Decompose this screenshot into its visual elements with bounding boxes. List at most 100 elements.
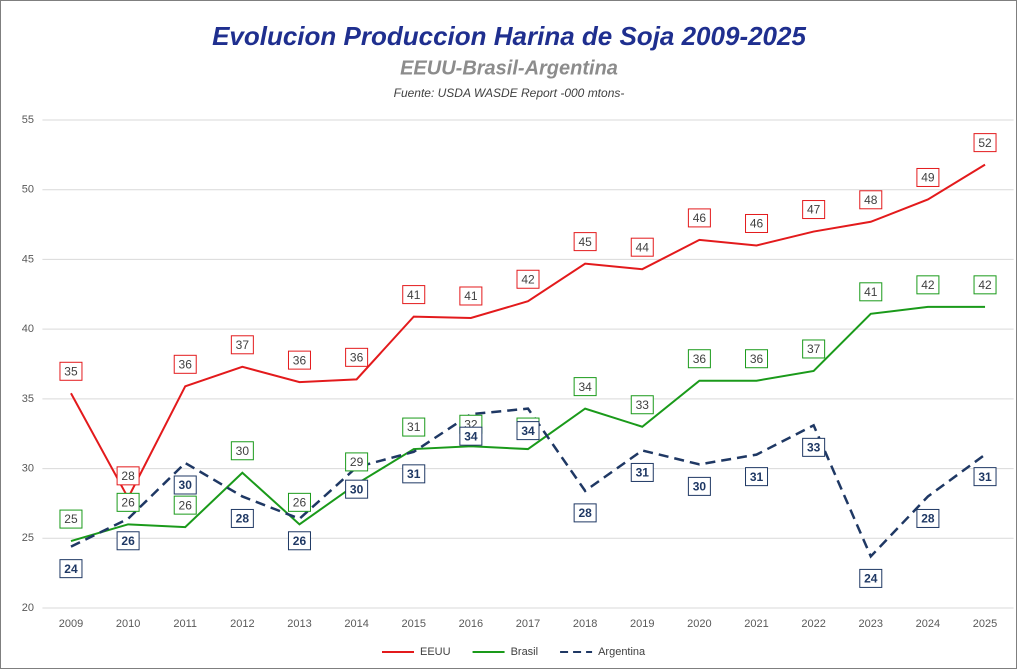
x-tick-label: 2020 [687,618,711,630]
data-label-box [59,361,83,381]
data-label-box [630,462,654,482]
data-label-box [116,492,140,512]
data-label-box [173,495,197,515]
x-tick-label: 2012 [230,618,254,630]
data-label: 36 [693,352,707,366]
data-label-box [230,508,254,528]
data-label-box [59,509,83,529]
x-tick-label: 2010 [116,618,140,630]
data-label: 42 [521,272,535,286]
data-label-box [973,275,997,295]
data-label: 26 [121,534,135,548]
y-tick-label: 50 [22,184,34,196]
data-label: 41 [864,285,878,299]
x-tick-label: 2024 [916,618,940,630]
data-label-box [573,232,597,252]
data-label: 34 [521,424,535,438]
data-label-box [516,421,540,441]
data-label-box [173,354,197,374]
data-label: 26 [179,498,193,512]
chart-subtitle: EEUU-Brasil-Argentina [400,57,618,79]
data-label-box [459,426,483,446]
data-label: 45 [578,235,592,249]
legend-label: EEUU [420,646,451,658]
data-label: 31 [750,470,764,484]
data-label: 24 [64,562,78,576]
data-label: 37 [236,338,250,352]
x-tick-label: 2025 [973,618,997,630]
data-label: 36 [350,351,364,365]
data-label-box [859,568,883,588]
data-label: 28 [578,506,592,520]
data-label: 36 [179,357,193,371]
data-label-box [745,349,769,369]
x-tick-label: 2014 [344,618,368,630]
data-label-box [116,466,140,486]
x-tick-label: 2018 [573,618,597,630]
data-label-box [287,492,311,512]
data-label: 41 [464,289,478,303]
data-label-box [402,285,426,305]
data-label: 42 [921,278,935,292]
data-label-box [916,508,940,528]
data-label: 31 [407,420,421,434]
data-label-box [459,286,483,306]
data-label-box [745,467,769,487]
data-label-box [687,208,711,228]
data-label-box [345,452,369,472]
y-tick-label: 40 [22,323,34,335]
data-label: 41 [407,288,421,302]
chart-source: Fuente: USDA WASDE Report -000 mtons- [394,86,625,100]
data-label: 33 [807,441,821,455]
data-label-box [230,335,254,355]
x-tick-label: 2022 [801,618,825,630]
data-label-box [516,269,540,289]
y-tick-label: 45 [22,253,34,265]
data-label-box [973,467,997,487]
data-label-box [802,200,826,220]
data-label: 37 [807,342,821,356]
data-label: 44 [636,240,650,254]
data-label: 28 [921,512,935,526]
data-label: 26 [293,534,307,548]
data-label: 49 [921,171,935,185]
data-label: 35 [64,364,78,378]
series-line [70,305,986,543]
data-label: 34 [464,429,478,443]
data-label: 46 [693,211,707,225]
data-label-box [973,133,997,153]
series-line [70,163,986,500]
data-label: 30 [350,482,364,496]
data-label-box [402,417,426,437]
data-label-box [802,437,826,457]
data-label: 30 [179,478,193,492]
data-label: 26 [293,496,307,510]
data-label: 28 [121,469,135,483]
data-label-box [916,275,940,295]
data-label: 25 [64,512,78,526]
y-tick-label: 30 [22,462,34,474]
data-label-box [116,531,140,551]
x-tick-label: 2019 [630,618,654,630]
data-label-box [573,377,597,397]
data-label-box [859,282,883,302]
data-label: 47 [807,203,821,217]
data-label-box [802,339,826,359]
legend-label: Argentina [598,646,646,658]
data-label-box [345,479,369,499]
x-tick-label: 2021 [744,618,768,630]
data-label-box [287,350,311,370]
data-label-box [345,347,369,367]
legend-label: Brasil [511,646,539,658]
data-label: 28 [236,512,250,526]
chart-title: Evolucion Produccion Harina de Soja 2009… [212,21,806,51]
data-label-box [630,237,654,257]
data-label: 31 [636,466,650,480]
data-label-box [287,531,311,551]
x-tick-label: 2015 [401,618,425,630]
data-label-box [687,476,711,496]
data-label: 30 [236,444,250,458]
data-label: 33 [636,398,650,412]
data-label: 24 [864,572,878,586]
